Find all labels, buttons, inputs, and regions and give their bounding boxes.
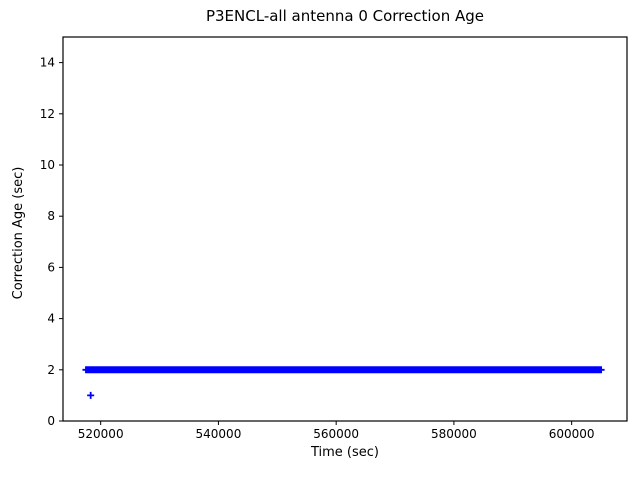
- y-tick-label: 6: [47, 260, 55, 274]
- y-tick-label: 14: [40, 56, 55, 70]
- x-tick-label: 540000: [196, 427, 242, 441]
- y-tick-label: 4: [47, 312, 55, 326]
- chart-title: P3ENCL-all antenna 0 Correction Age: [205, 7, 485, 25]
- x-tick-label: 600000: [549, 427, 595, 441]
- data-markers-antenna-0-correction-age: [82, 366, 605, 399]
- axes-spines: [62, 36, 628, 422]
- y-tick-label: 12: [40, 107, 55, 121]
- y-tick-label: 2: [47, 363, 55, 377]
- x-tick-label: 560000: [313, 427, 359, 441]
- x-tick-label: 520000: [78, 427, 124, 441]
- x-tick-label: 580000: [431, 427, 477, 441]
- y-axis-label: Correction Age (sec): [11, 166, 26, 300]
- y-tick-label: 8: [47, 209, 55, 223]
- y-tick-label: 10: [40, 158, 55, 172]
- y-tick-label: 0: [47, 414, 55, 428]
- x-axis-label: Time (sec): [310, 445, 379, 460]
